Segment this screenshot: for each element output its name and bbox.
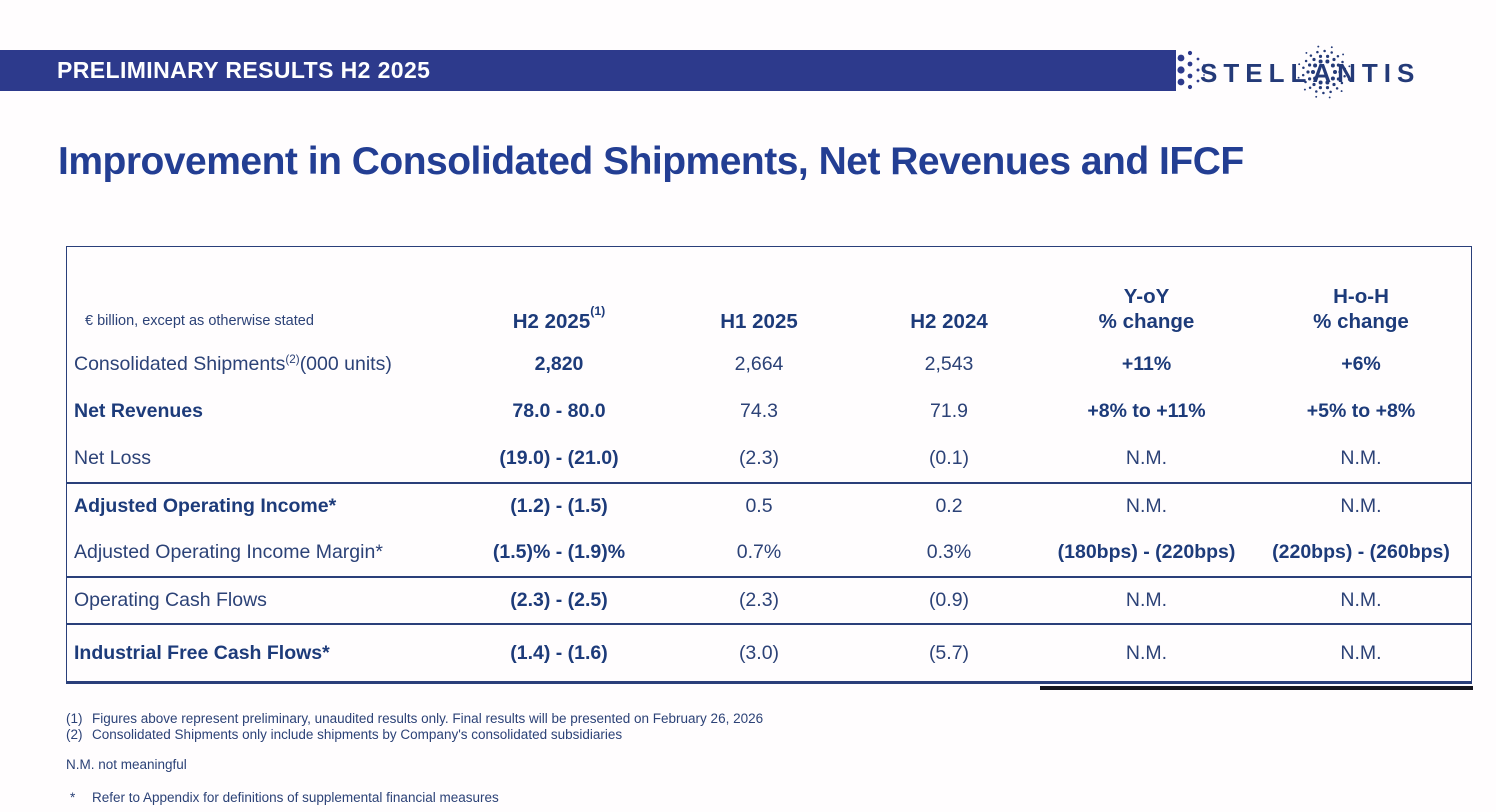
- column-header-h1-2025: H1 2025: [720, 310, 798, 333]
- row-net-loss: Net Loss (19.0) - (21.0) (2.3) (0.1) N.M…: [67, 435, 1471, 482]
- asterisk-note: * Refer to Appendix for definitions of s…: [70, 790, 499, 805]
- banner-edge-dots-icon: [1177, 50, 1205, 90]
- footnote-number: (1): [66, 711, 83, 726]
- cell-h1-2025: 74.3: [740, 400, 778, 422]
- cell-hoh-change: N.M.: [1340, 589, 1382, 611]
- cell-hoh-change: +5% to +8%: [1306, 400, 1416, 422]
- banner-title: PRELIMINARY RESULTS H2 2025: [57, 57, 431, 83]
- row-label: Consolidated Shipments (2) (000 units): [74, 352, 392, 375]
- results-banner: PRELIMINARY RESULTS H2 2025: [0, 50, 1176, 91]
- cell-hoh-change: (220bps) - (260bps): [1272, 541, 1450, 563]
- row-consolidated-shipments: Consolidated Shipments (2) (000 units) 2,…: [67, 341, 1471, 388]
- table-unit-note: € billion, except as otherwise stated: [85, 313, 314, 329]
- cell-h2-2024: 2,543: [924, 353, 974, 375]
- cell-h1-2025: 0.7%: [736, 541, 782, 563]
- page-title: Improvement in Consolidated Shipments, N…: [58, 140, 1244, 183]
- cell-h1-2025: (3.0): [738, 641, 780, 664]
- asterisk-text: Refer to Appendix for definitions of sup…: [92, 790, 499, 805]
- cell-yoy-change: N.M.: [1125, 641, 1168, 664]
- cell-h2-2025: (1.2) - (1.5): [510, 495, 608, 517]
- cell-yoy-change: +11%: [1121, 353, 1172, 375]
- cell-h2-2025: (1.5)% - (1.9)%: [492, 541, 626, 563]
- cell-yoy-change: N.M.: [1125, 495, 1168, 517]
- cell-h1-2025: (2.3): [738, 589, 780, 611]
- row-adjusted-operating-income-margin: Adjusted Operating Income Margin* (1.5)%…: [67, 529, 1471, 576]
- cell-hoh-change: N.M.: [1340, 495, 1382, 517]
- table-header-row: € billion, except as otherwise stated H2…: [67, 247, 1471, 341]
- cell-h1-2025: (2.3): [738, 447, 780, 469]
- cell-h2-2024: 71.9: [930, 400, 968, 422]
- cell-h1-2025: 2,664: [734, 353, 784, 375]
- cell-yoy-change: N.M.: [1125, 589, 1168, 611]
- row-label: Adjusted Operating Income Margin*: [74, 541, 383, 563]
- logo-letter-a: A: [1297, 45, 1351, 99]
- cell-h2-2025: (1.4) - (1.6): [510, 641, 608, 664]
- row-label: Net Revenues: [74, 400, 203, 422]
- column-header-yoy-change: Y-oY% change: [1098, 285, 1195, 333]
- cell-hoh-change: N.M.: [1340, 447, 1382, 469]
- footnote-number: (2): [66, 726, 83, 742]
- cell-h2-2024: 0.3%: [926, 541, 972, 563]
- financial-results-table: € billion, except as otherwise stated H2…: [66, 246, 1472, 684]
- row-industrial-free-cash-flows: Industrial Free Cash Flows* (1.4) - (1.6…: [67, 623, 1471, 681]
- row-label: Operating Cash Flows: [74, 589, 267, 611]
- cell-hoh-change: N.M.: [1340, 641, 1382, 664]
- footnote-text: Figures above represent preliminary, una…: [92, 711, 764, 726]
- row-label: Adjusted Operating Income*: [74, 495, 337, 517]
- footnotes: (1) Figures above represent preliminary,…: [66, 711, 763, 742]
- row-operating-cash-flows: Operating Cash Flows (2.3) - (2.5) (2.3)…: [67, 576, 1471, 623]
- cell-yoy-change: (180bps) - (220bps): [1057, 541, 1236, 563]
- row-net-revenues: Net Revenues 78.0 - 80.0 74.3 71.9 +8% t…: [67, 388, 1471, 435]
- footnote-2: (2) Consolidated Shipments only include …: [66, 727, 763, 743]
- column-header-hoh-change: H-o-H% change: [1313, 285, 1409, 333]
- row-label: Industrial Free Cash Flows*: [74, 641, 330, 664]
- column-header-h2-2024: H2 2024: [910, 310, 988, 333]
- cell-h2-2025: 2,820: [534, 353, 584, 375]
- cell-h1-2025: 0.5: [745, 495, 773, 517]
- nm-definition-note: N.M. not meaningful: [66, 757, 187, 772]
- cell-h2-2024: 0.2: [935, 495, 963, 517]
- table-bottom-shadow: [1040, 686, 1473, 690]
- footnote-text: Consolidated Shipments only include ship…: [92, 726, 623, 742]
- column-header-h2-2025: H2 2025(1): [512, 303, 606, 333]
- row-adjusted-operating-income: Adjusted Operating Income* (1.2) - (1.5)…: [67, 482, 1471, 529]
- logo-text-left: STELL: [1200, 57, 1313, 88]
- cell-hoh-change: +6%: [1341, 353, 1381, 375]
- cell-h2-2024: (0.1): [928, 447, 970, 469]
- cell-h2-2024: (0.9): [928, 589, 970, 611]
- footnote-1: (1) Figures above represent preliminary,…: [66, 711, 763, 727]
- cell-h2-2025: 78.0 - 80.0: [512, 400, 606, 422]
- row-label: Net Loss: [74, 447, 151, 469]
- cell-h2-2025: (2.3) - (2.5): [510, 589, 608, 611]
- stellantis-logo: STELL A NTIS: [1200, 45, 1450, 99]
- cell-h2-2024: (5.7): [928, 641, 970, 664]
- cell-yoy-change: +8% to +11%: [1087, 400, 1206, 422]
- cell-yoy-change: N.M.: [1125, 447, 1168, 469]
- asterisk: *: [70, 790, 76, 805]
- logo-text-right: NTIS: [1337, 57, 1421, 88]
- cell-h2-2025: (19.0) - (21.0): [499, 447, 619, 469]
